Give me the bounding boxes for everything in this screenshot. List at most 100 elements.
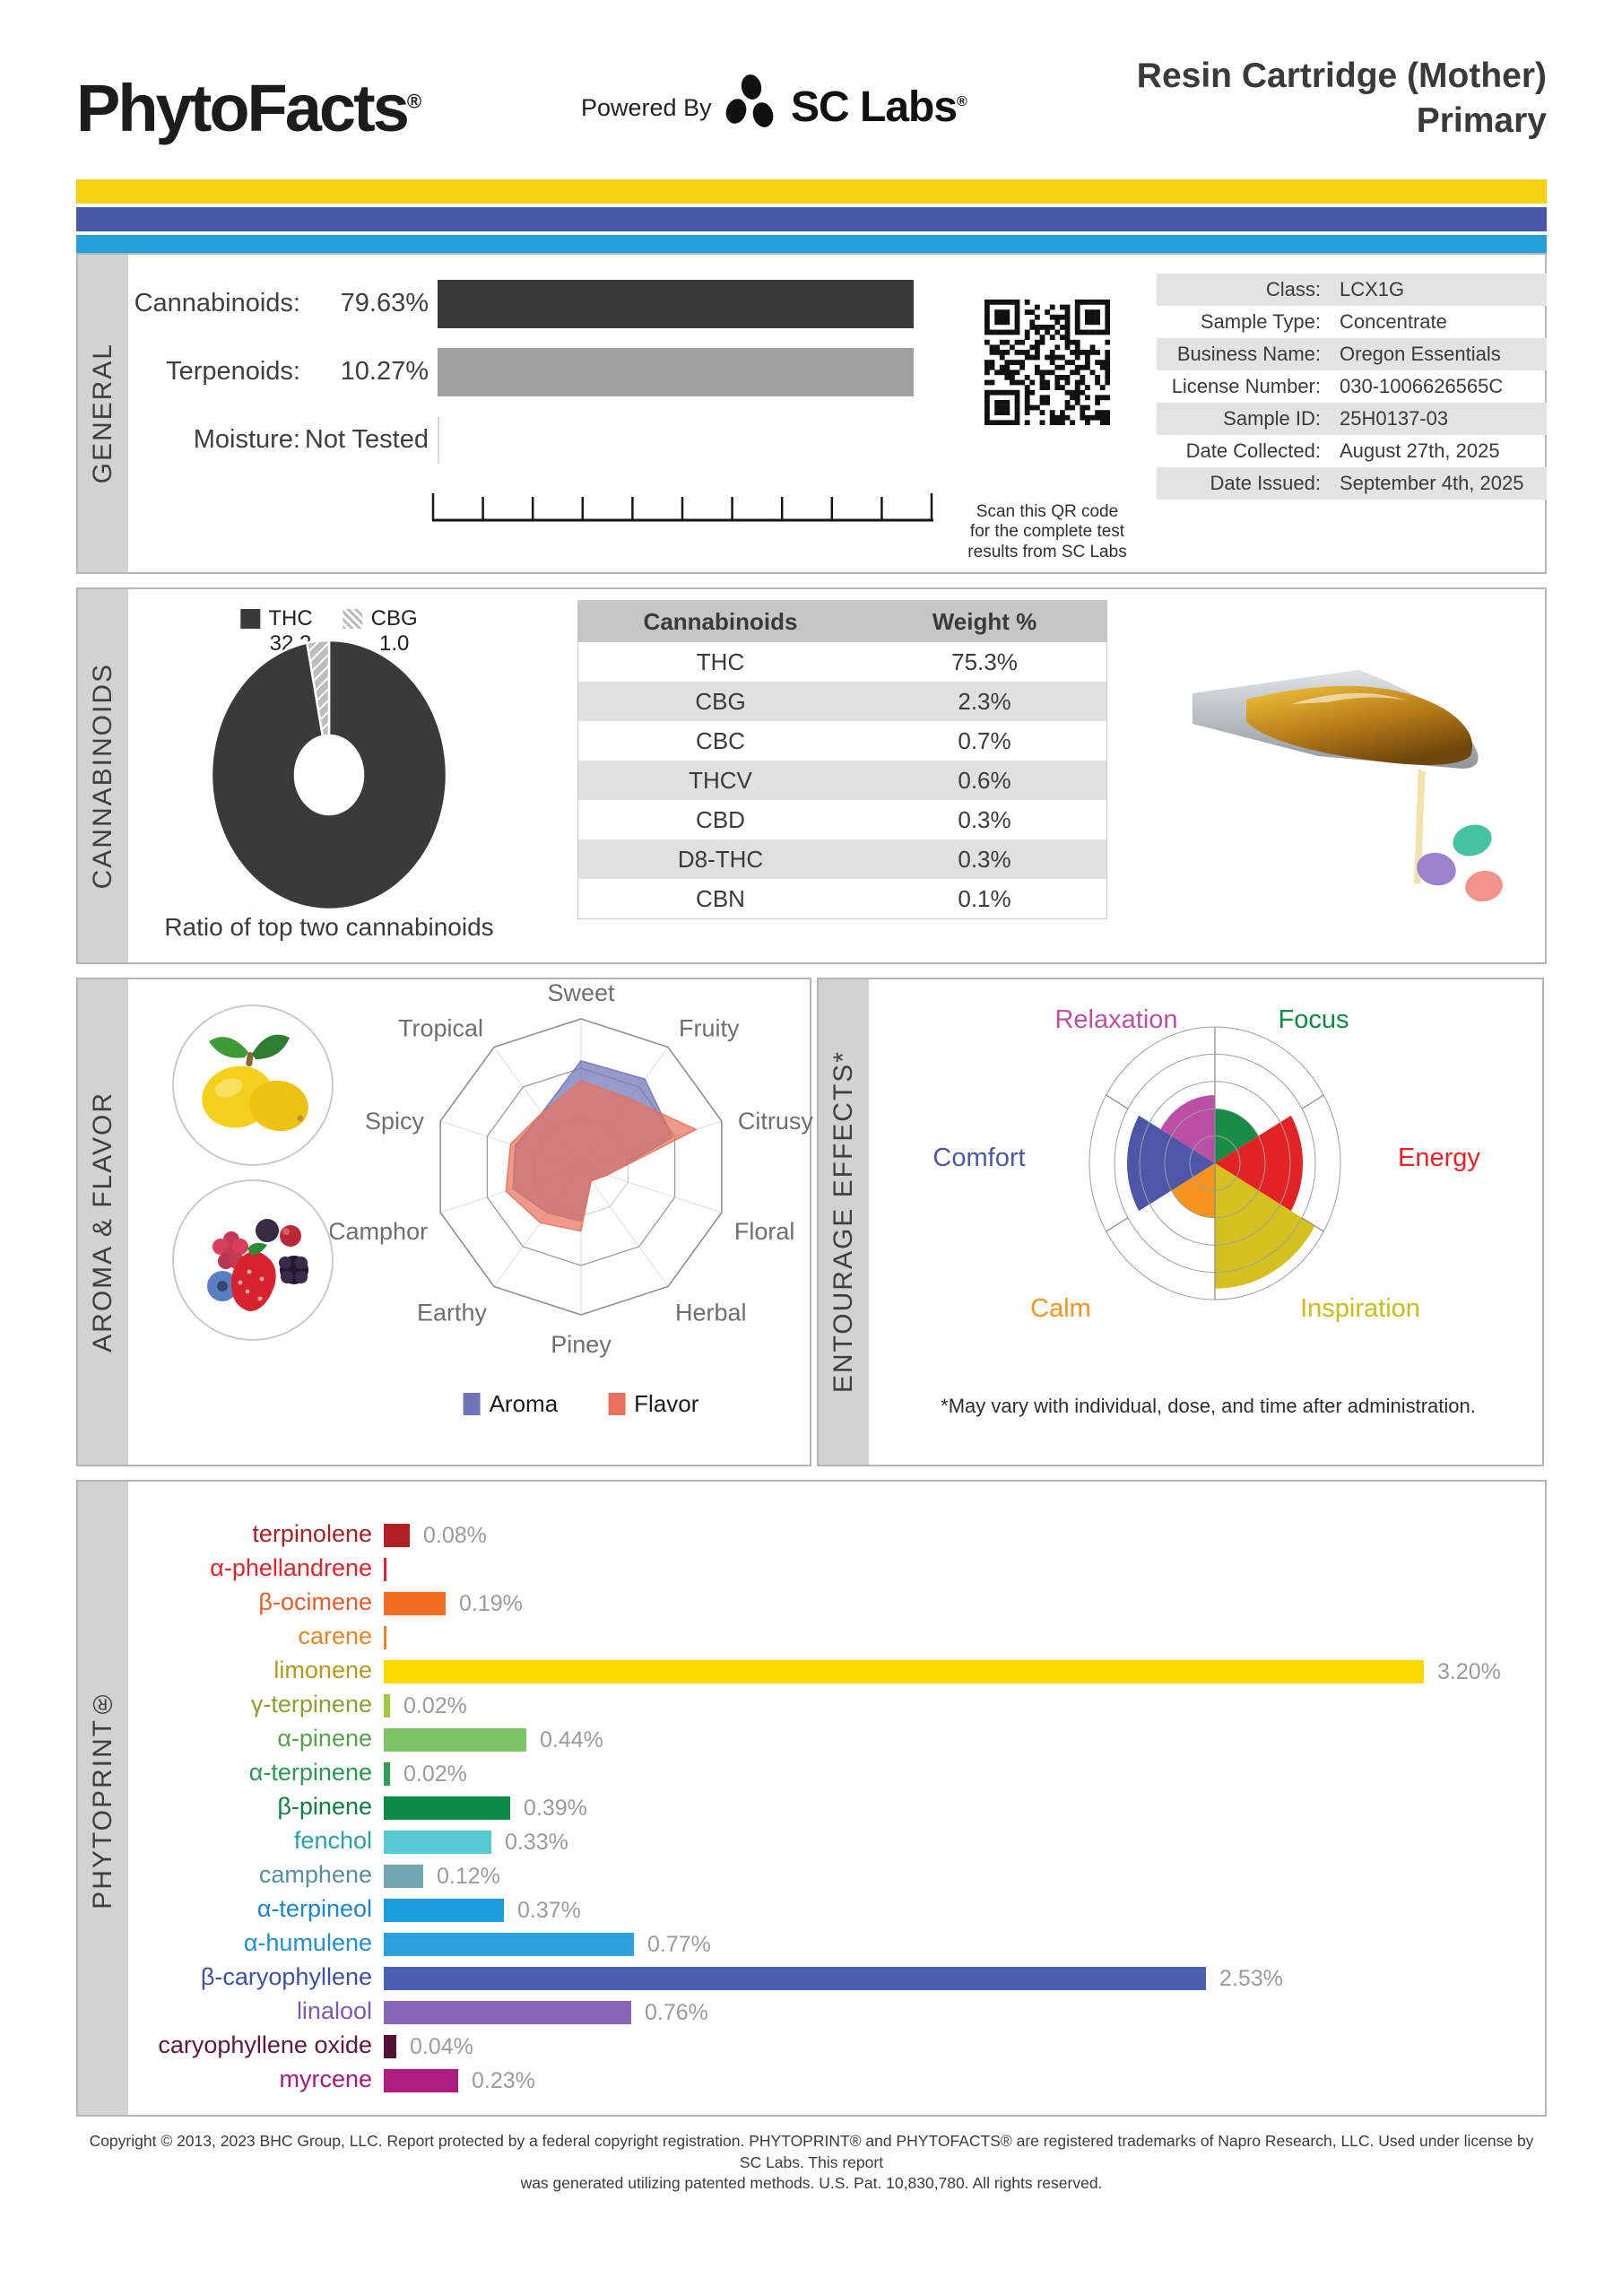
general-empty-tick	[438, 417, 439, 464]
resin-drip	[1414, 769, 1426, 883]
general-row-value: 10.27%	[340, 357, 429, 386]
cannabinoid-table-row: CBD 0.3%	[578, 800, 1106, 839]
cannabinoid-table-row: CBN 0.1%	[578, 879, 1106, 918]
weight-column-header: Weight %	[932, 607, 1037, 635]
terpene-value: 0.76%	[645, 2000, 708, 2025]
info-value: September 4th, 2025	[1340, 472, 1524, 494]
powered-by-label: Powered By	[581, 94, 712, 121]
product-photo	[1193, 670, 1503, 902]
info-label: Date Collected:	[1185, 439, 1321, 462]
aroma-swatch	[463, 1393, 481, 1415]
radar-axis-label: Camphor	[330, 1218, 428, 1245]
cannabinoid-weight: 0.3%	[958, 805, 1011, 833]
terpene-label: α-terpinene	[248, 1759, 372, 1786]
info-value: 030-1006626565C	[1340, 375, 1504, 397]
footer-line-2: was generated utilizing patented methods…	[520, 2174, 1103, 2193]
cannabinoid-table-row: THCV 0.6%	[578, 761, 1106, 800]
sample-info-table: Class: LCX1G Sample Type: Concentrate Busine…	[1157, 274, 1547, 500]
phytoprint-section-strip: PHYTOPRINT®	[78, 1482, 128, 2115]
report-title: Resin Cartridge (Mother) Primary	[1137, 54, 1547, 144]
radar-axis-label: Herbal	[675, 1299, 747, 1326]
qr-caption: Scan this QR code for the complete test re…	[953, 502, 1141, 562]
brand-wordmark: PhytoFacts	[76, 71, 410, 145]
general-row-value: Not Tested	[304, 425, 429, 454]
entourage-sector-label: Comfort	[932, 1144, 1025, 1172]
info-label: Class:	[1265, 278, 1321, 300]
cannabinoid-name: CBG	[695, 687, 746, 715]
entourage-section: ENTOURAGE EFFECTS*	[817, 978, 1544, 1466]
radar-axis-label: Floral	[734, 1218, 795, 1245]
lab-name: SC Labs	[791, 83, 958, 131]
lemon-image-circle	[172, 1004, 334, 1166]
cannabinoid-weight: 2.3%	[958, 687, 1011, 715]
info-table-row: Class: LCX1G	[1157, 274, 1547, 306]
terpene-label: β-caryophyllene	[200, 1963, 372, 1990]
info-table-row: Sample ID: 25H0137-03	[1157, 403, 1547, 435]
radar-axis-label: Tropical	[398, 1015, 483, 1042]
cannabinoids-section-label: CANNABINOIDS	[88, 662, 117, 890]
radar-axis-label: Piney	[551, 1331, 612, 1358]
cannabinoid-weight: 0.7%	[958, 726, 1011, 754]
cannabinoid-weight: 0.6%	[958, 766, 1011, 794]
info-table-row: License Number: 030-1006626565C	[1157, 370, 1547, 403]
radar-axis-label: Sweet	[547, 979, 615, 1006]
donut-legend-item: CBG 1.0	[343, 606, 418, 657]
footer-line-1: Copyright © 2013, 2023 BHC Group, LLC. R…	[89, 2132, 1534, 2171]
entourage-footnote: *May vary with individual, dose, and tim…	[941, 1395, 1476, 1417]
terpene-label: terpinolene	[252, 1520, 372, 1547]
entourage-sector-label: Focus	[1279, 1005, 1349, 1034]
sc-labs-wordmark: SC Labs®	[791, 83, 967, 132]
cannabinoid-name: CBN	[696, 884, 745, 912]
phytofacts-logo: PhytoFacts®	[76, 70, 421, 146]
info-label: Sample ID:	[1223, 407, 1321, 430]
info-value: August 27th, 2025	[1340, 439, 1500, 462]
cannabinoid-weight: 0.3%	[958, 845, 1011, 873]
info-table-row: Sample Type: Concentrate	[1157, 306, 1547, 338]
terpene-bar	[384, 1967, 1206, 1990]
cannabinoid-table-row: CBG 2.3%	[578, 682, 1106, 721]
info-label: Business Name:	[1176, 343, 1321, 365]
general-section-strip: GENERAL	[78, 255, 128, 572]
cannabinoid-name: CBC	[696, 726, 745, 754]
qr-caption-line: for the complete test	[969, 522, 1125, 542]
berries-image-circle	[172, 1179, 334, 1341]
terpene-bar	[384, 1831, 491, 1854]
qr-caption-line: Scan this QR code	[976, 502, 1119, 521]
terpene-bar	[384, 2001, 631, 2024]
resin-blob	[1246, 685, 1472, 765]
aroma-flavor-section-strip: AROMA & FLAVOR	[78, 979, 128, 1465]
terpene-value: 2.53%	[1219, 1966, 1283, 1991]
terpene-value: 0.04%	[410, 2034, 473, 2059]
info-label: License Number:	[1171, 375, 1321, 397]
header-stripe-indigo	[76, 207, 1547, 231]
general-bar	[438, 280, 914, 328]
terpene-value: 3.20%	[1437, 1659, 1501, 1684]
cannabinoid-ratio-donut	[210, 639, 448, 911]
copyright-footer: Copyright © 2013, 2023 BHC Group, LLC. R…	[76, 2131, 1547, 2195]
cannabinoid-table: Cannabinoids Weight % THC 75.3% CBG 2.3% CBC 0.…	[577, 600, 1107, 919]
terpene-label: myrcene	[279, 2066, 372, 2092]
cannabinoid-table-row: THC 75.3%	[578, 642, 1106, 682]
terpene-bar	[384, 1558, 386, 1581]
terpene-bar	[384, 1762, 390, 1786]
terpene-label: γ-terpinene	[250, 1691, 372, 1718]
cannabinoid-name: THCV	[689, 766, 752, 794]
terpene-label: caryophyllene oxide	[158, 2031, 372, 2058]
aroma-flavor-radar: Sweet Fruity Citrusy Floral Herbal Piney Earth…	[330, 979, 813, 1358]
sample-name: Resin Cartridge (Mother)	[1136, 57, 1547, 95]
aroma-flavor-section-label: AROMA & FLAVOR	[88, 1091, 117, 1352]
general-row-value: 79.63%	[340, 289, 429, 317]
cannabinoid-table-row: CBC 0.7%	[578, 721, 1106, 761]
cannabinoid-table-header: Cannabinoids Weight %	[578, 601, 1106, 642]
terpene-bar	[384, 1524, 410, 1547]
terpene-label: α-phellandrene	[210, 1554, 372, 1581]
terpene-value: 0.02%	[403, 1761, 467, 1787]
berries-illustration	[207, 1219, 308, 1311]
general-row-label: Cannabinoids:	[134, 289, 300, 317]
general-scale-ruler	[431, 493, 933, 522]
donut-legend-value: 1.0	[378, 631, 410, 656]
terpene-value: 0.19%	[459, 1591, 523, 1616]
aroma-legend-name: Flavor	[634, 1390, 699, 1417]
qr-code	[984, 300, 1110, 425]
general-row-label: Terpenoids:	[166, 357, 300, 386]
